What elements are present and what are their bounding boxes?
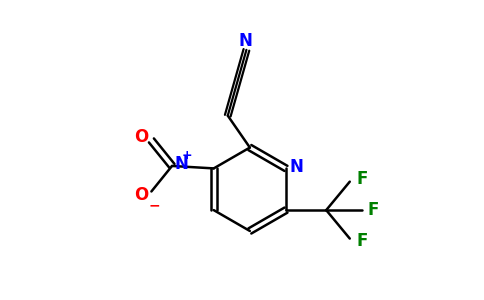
Text: N: N: [174, 155, 188, 173]
Text: O: O: [135, 128, 149, 146]
Text: N: N: [239, 32, 252, 50]
Text: F: F: [356, 170, 367, 188]
Text: F: F: [368, 201, 379, 219]
Text: N: N: [289, 158, 303, 176]
Text: +: +: [182, 149, 192, 162]
Text: O: O: [135, 186, 149, 204]
Text: F: F: [356, 232, 367, 250]
Text: −: −: [148, 198, 160, 212]
